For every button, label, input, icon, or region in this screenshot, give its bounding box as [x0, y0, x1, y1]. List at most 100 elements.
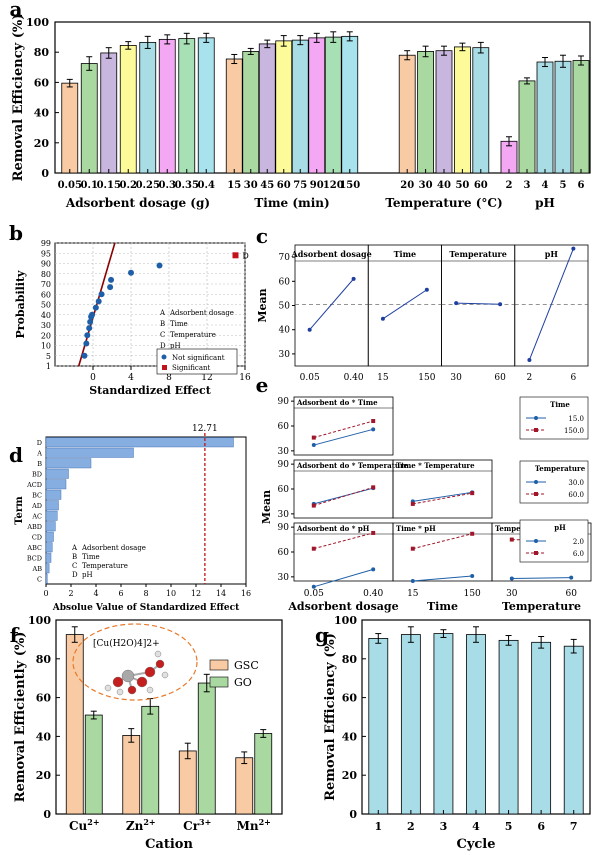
x-tick-label: 0.2 — [120, 180, 137, 191]
panel-label: g — [315, 623, 329, 647]
x-tick-label: 60 — [494, 373, 506, 383]
mean-line — [309, 278, 354, 331]
panel-e: e Mean 30 60 90 30 60 90 30 60 90 Adsorbent do * Ti… — [256, 373, 592, 613]
x-tick-label: 0 — [90, 373, 96, 383]
x-axis-label: Temperature (°C) — [385, 196, 502, 210]
bar — [308, 37, 326, 174]
y-tick-label: 50 — [279, 302, 291, 312]
y-tick-label: 20 — [342, 769, 358, 782]
legend-label: Not significant — [172, 354, 225, 362]
series-marker — [371, 567, 376, 572]
y-tick-label: 100 — [28, 614, 51, 627]
y-tick-label: 80 — [41, 270, 51, 279]
key-label: pH — [82, 571, 93, 579]
x-tick-label: 2 — [527, 373, 533, 383]
subplot-title: Time * pH — [396, 524, 436, 533]
x-tick-label: 6 — [578, 180, 585, 191]
x-tick-label: 16 — [241, 589, 251, 598]
x-tick-label: 120 — [323, 180, 344, 191]
y-tick-label: 80 — [342, 653, 358, 666]
bar — [45, 573, 48, 584]
subplot-frame — [293, 396, 394, 456]
bar — [119, 45, 137, 174]
x-tick-label: 6 — [570, 373, 576, 383]
y-tick-label: 80 — [34, 46, 50, 59]
x-tick-label: 0.05 — [300, 373, 320, 383]
bar — [178, 750, 197, 815]
y-tick-label: 90 — [41, 260, 51, 269]
legend-marker — [534, 480, 538, 484]
x-tick-label: 2 — [506, 180, 513, 191]
x-axis-label: Standardized Effect — [89, 384, 212, 397]
bar — [139, 41, 157, 174]
x-tick-label: 40 — [437, 180, 451, 191]
panel-label: f — [10, 623, 20, 647]
y-tick-label: 100 — [334, 614, 357, 627]
subplot-title: Adsorbent do * Time — [296, 398, 378, 407]
series-line — [412, 492, 473, 505]
inset-label: [Cu(H2O)4]2+ — [93, 638, 160, 649]
y-tick-label: C — [37, 575, 42, 583]
y-tick-label: BC — [32, 491, 42, 499]
x-tick-label: 14 — [216, 589, 226, 598]
data-point — [86, 325, 93, 332]
panel-d: d 0 2 4 6 8 10 12 14 16 Term Absolue Value of Stand… — [9, 424, 251, 613]
x-tick-label: 5 — [505, 820, 513, 833]
key-label: pH — [170, 342, 181, 350]
bar — [518, 80, 536, 174]
y-axis-label: Removal Efficiency (%) — [323, 633, 338, 801]
bar — [45, 542, 53, 553]
bar — [466, 634, 486, 815]
mean-point — [380, 316, 385, 321]
series-marker — [410, 546, 415, 551]
bar — [453, 46, 471, 174]
legend-marker — [534, 551, 538, 555]
y-tick-label: 20 — [41, 331, 51, 340]
bar — [242, 51, 260, 174]
x-axis-label: Time (min) — [254, 196, 329, 210]
series-line — [313, 568, 374, 588]
atom — [104, 684, 112, 692]
x-tick-label: 0 — [43, 589, 48, 598]
bar — [80, 63, 98, 174]
x-tick-label: 8 — [143, 589, 148, 598]
mean-point — [307, 327, 312, 332]
panel-label: b — [9, 221, 23, 245]
x-axis-label: Time — [427, 600, 458, 613]
legend: GSC GO — [209, 659, 259, 689]
bar — [45, 510, 58, 521]
x-tick-label: Mn2+ — [237, 817, 271, 833]
x-tick-label: 0.05 — [58, 180, 82, 191]
y-tick-label: 60 — [41, 290, 51, 299]
y-tick-label: 20 — [34, 137, 50, 150]
y-tick-label: 0 — [349, 808, 357, 821]
y-tick-label: 60 — [278, 548, 290, 558]
legend-label: GO — [234, 676, 252, 689]
x-tick-label: 15 — [227, 180, 241, 191]
bar — [341, 35, 359, 174]
legend-swatch — [209, 676, 229, 688]
legend-label: 6.0 — [573, 550, 584, 558]
legend-box — [156, 348, 238, 375]
y-tick-label: 0 — [41, 167, 49, 180]
bar — [197, 37, 215, 174]
x-tick-label: 12 — [201, 373, 212, 383]
atom — [146, 686, 154, 694]
bar — [225, 58, 243, 174]
y-tick-label: 70 — [41, 280, 51, 289]
y-tick-label: 40 — [36, 730, 52, 743]
bar — [275, 40, 293, 174]
series-marker — [311, 584, 316, 589]
x-axis-label: Cycle — [456, 837, 495, 852]
subplot-frame — [294, 244, 369, 367]
subplot-title: Adsorbent dosage — [291, 249, 372, 259]
series-marker — [410, 579, 415, 583]
bar — [197, 682, 216, 815]
data-point — [128, 269, 134, 276]
x-axis-label: Temperature — [502, 600, 581, 613]
y-tick-label: 40 — [279, 326, 291, 336]
bar — [368, 638, 389, 815]
x-tick-label: 45 — [260, 180, 274, 191]
